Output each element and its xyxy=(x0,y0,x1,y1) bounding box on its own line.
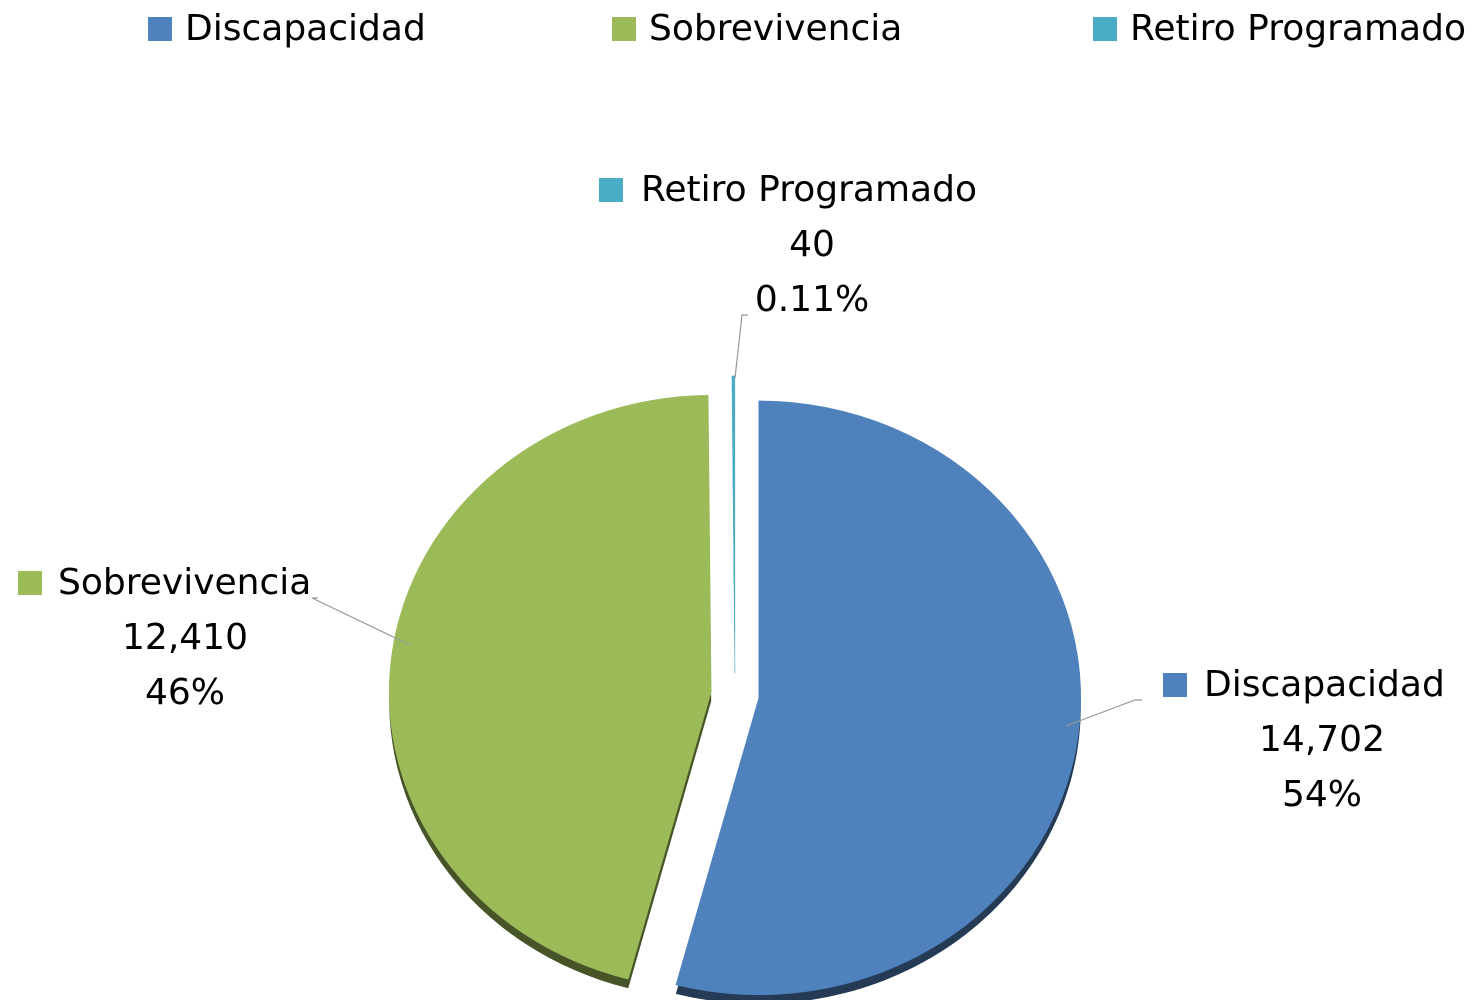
legend: Discapacidad Sobrevivencia Retiro Programa… xyxy=(148,8,1466,49)
label-value: 14,702 xyxy=(1259,719,1385,760)
label-category: Sobrevivencia xyxy=(58,562,311,603)
slice xyxy=(731,375,736,673)
label-value: 12,410 xyxy=(122,617,248,658)
leader-line xyxy=(1065,699,1142,727)
legend-label: Retiro Programado xyxy=(1130,8,1466,49)
label-percent: 54% xyxy=(1282,774,1362,815)
label-swatch xyxy=(1163,673,1187,697)
label-percent: 46% xyxy=(145,672,225,713)
label-swatch xyxy=(599,178,623,202)
slice xyxy=(675,400,1082,996)
legend-label: Discapacidad xyxy=(185,8,426,49)
legend-swatch xyxy=(1093,17,1117,41)
leader-line xyxy=(311,597,411,646)
leader-line xyxy=(734,314,748,379)
label-percent: 0.11% xyxy=(755,279,869,320)
label-value: 40 xyxy=(789,224,835,265)
legend-swatch xyxy=(612,17,636,41)
label-category: Retiro Programado xyxy=(641,169,977,210)
legend-swatch xyxy=(148,17,172,41)
legend-label: Sobrevivencia xyxy=(649,8,902,49)
pie xyxy=(388,375,1082,1000)
label-category: Discapacidad xyxy=(1204,664,1445,705)
data-labels: Discapacidad 14,702 54% Sobrevivencia 12,410… xyxy=(18,169,1445,815)
label-swatch xyxy=(18,571,42,595)
slice xyxy=(388,394,712,980)
